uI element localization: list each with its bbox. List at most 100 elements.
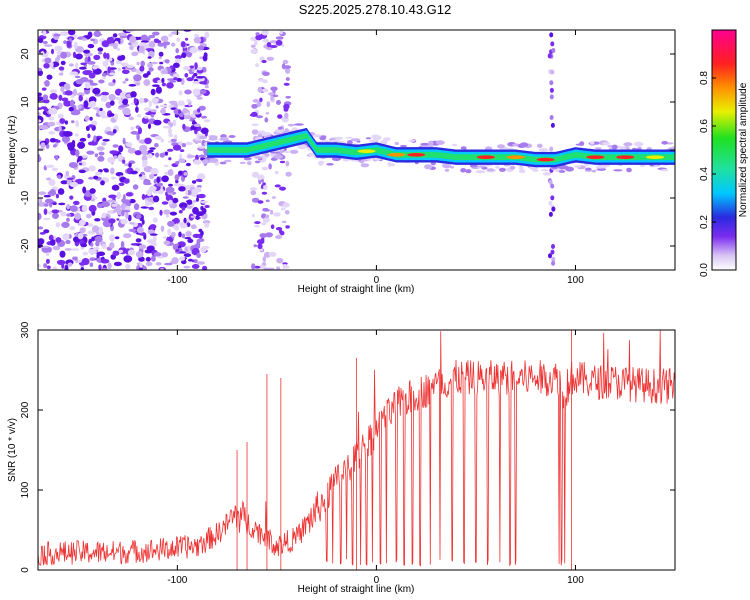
noise-blob	[259, 248, 264, 252]
noise-blob	[285, 77, 290, 81]
noise-blob	[256, 115, 263, 119]
noise-blob	[128, 84, 137, 87]
noise-blob	[112, 144, 119, 148]
noise-blob	[148, 50, 155, 59]
noise-blob	[285, 171, 292, 177]
noise-blob	[43, 194, 51, 198]
stripe-blob	[550, 195, 555, 201]
noise-blob	[282, 262, 288, 265]
noise-blob	[262, 182, 266, 186]
noise-blob	[178, 221, 185, 226]
halo-blob	[287, 123, 295, 127]
noise-blob	[138, 127, 142, 135]
noise-blob	[193, 200, 197, 203]
noise-blob	[258, 264, 265, 269]
noise-blob	[255, 34, 263, 41]
noise-blob	[170, 42, 176, 47]
noise-blob	[101, 212, 107, 219]
halo-blob	[330, 139, 340, 143]
halo-blob	[347, 140, 353, 145]
noise-blob	[109, 234, 115, 242]
noise-blob	[93, 54, 101, 61]
ridge-hotspot	[536, 157, 555, 162]
noise-blob	[152, 235, 157, 242]
noise-blob	[193, 37, 202, 44]
ridge-hotspot	[357, 149, 376, 153]
noise-blob	[273, 212, 281, 217]
noise-blob	[135, 250, 144, 258]
noise-blob	[160, 35, 169, 42]
halo-blob	[262, 132, 271, 136]
noise-blob	[162, 125, 171, 129]
halo-blob	[294, 123, 304, 126]
halo-blob	[219, 137, 229, 141]
noise-blob	[192, 81, 200, 85]
noise-blob	[67, 262, 73, 267]
noise-blob	[150, 167, 159, 175]
noise-blob	[40, 125, 49, 130]
noise-blob	[193, 259, 198, 264]
noise-blob	[251, 213, 256, 218]
noise-blob	[170, 138, 177, 142]
stripe-blob	[549, 115, 554, 120]
noise-blob	[145, 261, 153, 267]
noise-blob	[74, 133, 79, 137]
halo-blob	[254, 156, 263, 159]
noise-blob	[66, 203, 70, 210]
noise-blob	[270, 224, 275, 229]
noise-blob	[128, 162, 132, 168]
noise-blob	[84, 115, 90, 122]
noise-blob	[79, 66, 87, 70]
noise-blob	[87, 43, 95, 49]
stripe-blob	[549, 87, 554, 93]
noise-blob	[100, 115, 109, 119]
noise-blob	[96, 251, 106, 257]
noise-blob	[253, 244, 258, 248]
noise-blob	[77, 141, 86, 149]
noise-blob	[186, 77, 194, 82]
noise-blob	[161, 201, 169, 205]
noise-blob	[168, 183, 173, 187]
noise-blob	[284, 68, 291, 74]
noise-blob	[122, 66, 126, 70]
noise-blob	[161, 175, 169, 183]
noise-blob	[173, 134, 178, 140]
noise-blob	[261, 213, 267, 219]
noise-blob	[167, 220, 175, 227]
noise-blob	[147, 62, 153, 68]
noise-blob	[118, 145, 124, 153]
noise-blob	[129, 222, 135, 225]
noise-blob	[70, 111, 80, 116]
noise-blob	[143, 107, 152, 112]
noise-blob	[132, 184, 139, 190]
halo-blob	[613, 169, 623, 172]
halo-blob	[452, 143, 458, 147]
noise-blob	[174, 58, 181, 64]
noise-blob	[72, 88, 78, 96]
noise-blob	[49, 95, 55, 99]
noise-blob	[73, 236, 80, 243]
snr-marks	[38, 330, 675, 570]
halo-blob	[359, 160, 365, 164]
noise-blob	[69, 63, 74, 67]
noise-blob	[158, 56, 162, 60]
noise-blob	[38, 154, 41, 162]
noise-blob	[185, 188, 189, 196]
noise-blob	[101, 40, 110, 48]
noise-blob	[119, 91, 128, 99]
noise-blob	[96, 146, 105, 151]
noise-blob	[43, 217, 51, 221]
noise-blob	[113, 155, 118, 160]
noise-blob	[73, 200, 80, 206]
noise-blob	[262, 71, 270, 77]
halo-blob	[365, 137, 372, 140]
noise-blob	[200, 206, 204, 211]
noise-blob	[138, 244, 147, 249]
noise-blob	[58, 202, 66, 206]
noise-blob	[161, 252, 168, 258]
halo-blob	[319, 135, 327, 141]
halo-blob	[275, 128, 284, 134]
stripe-blob	[548, 211, 553, 217]
noise-blob	[38, 191, 47, 195]
noise-blob	[89, 82, 98, 86]
